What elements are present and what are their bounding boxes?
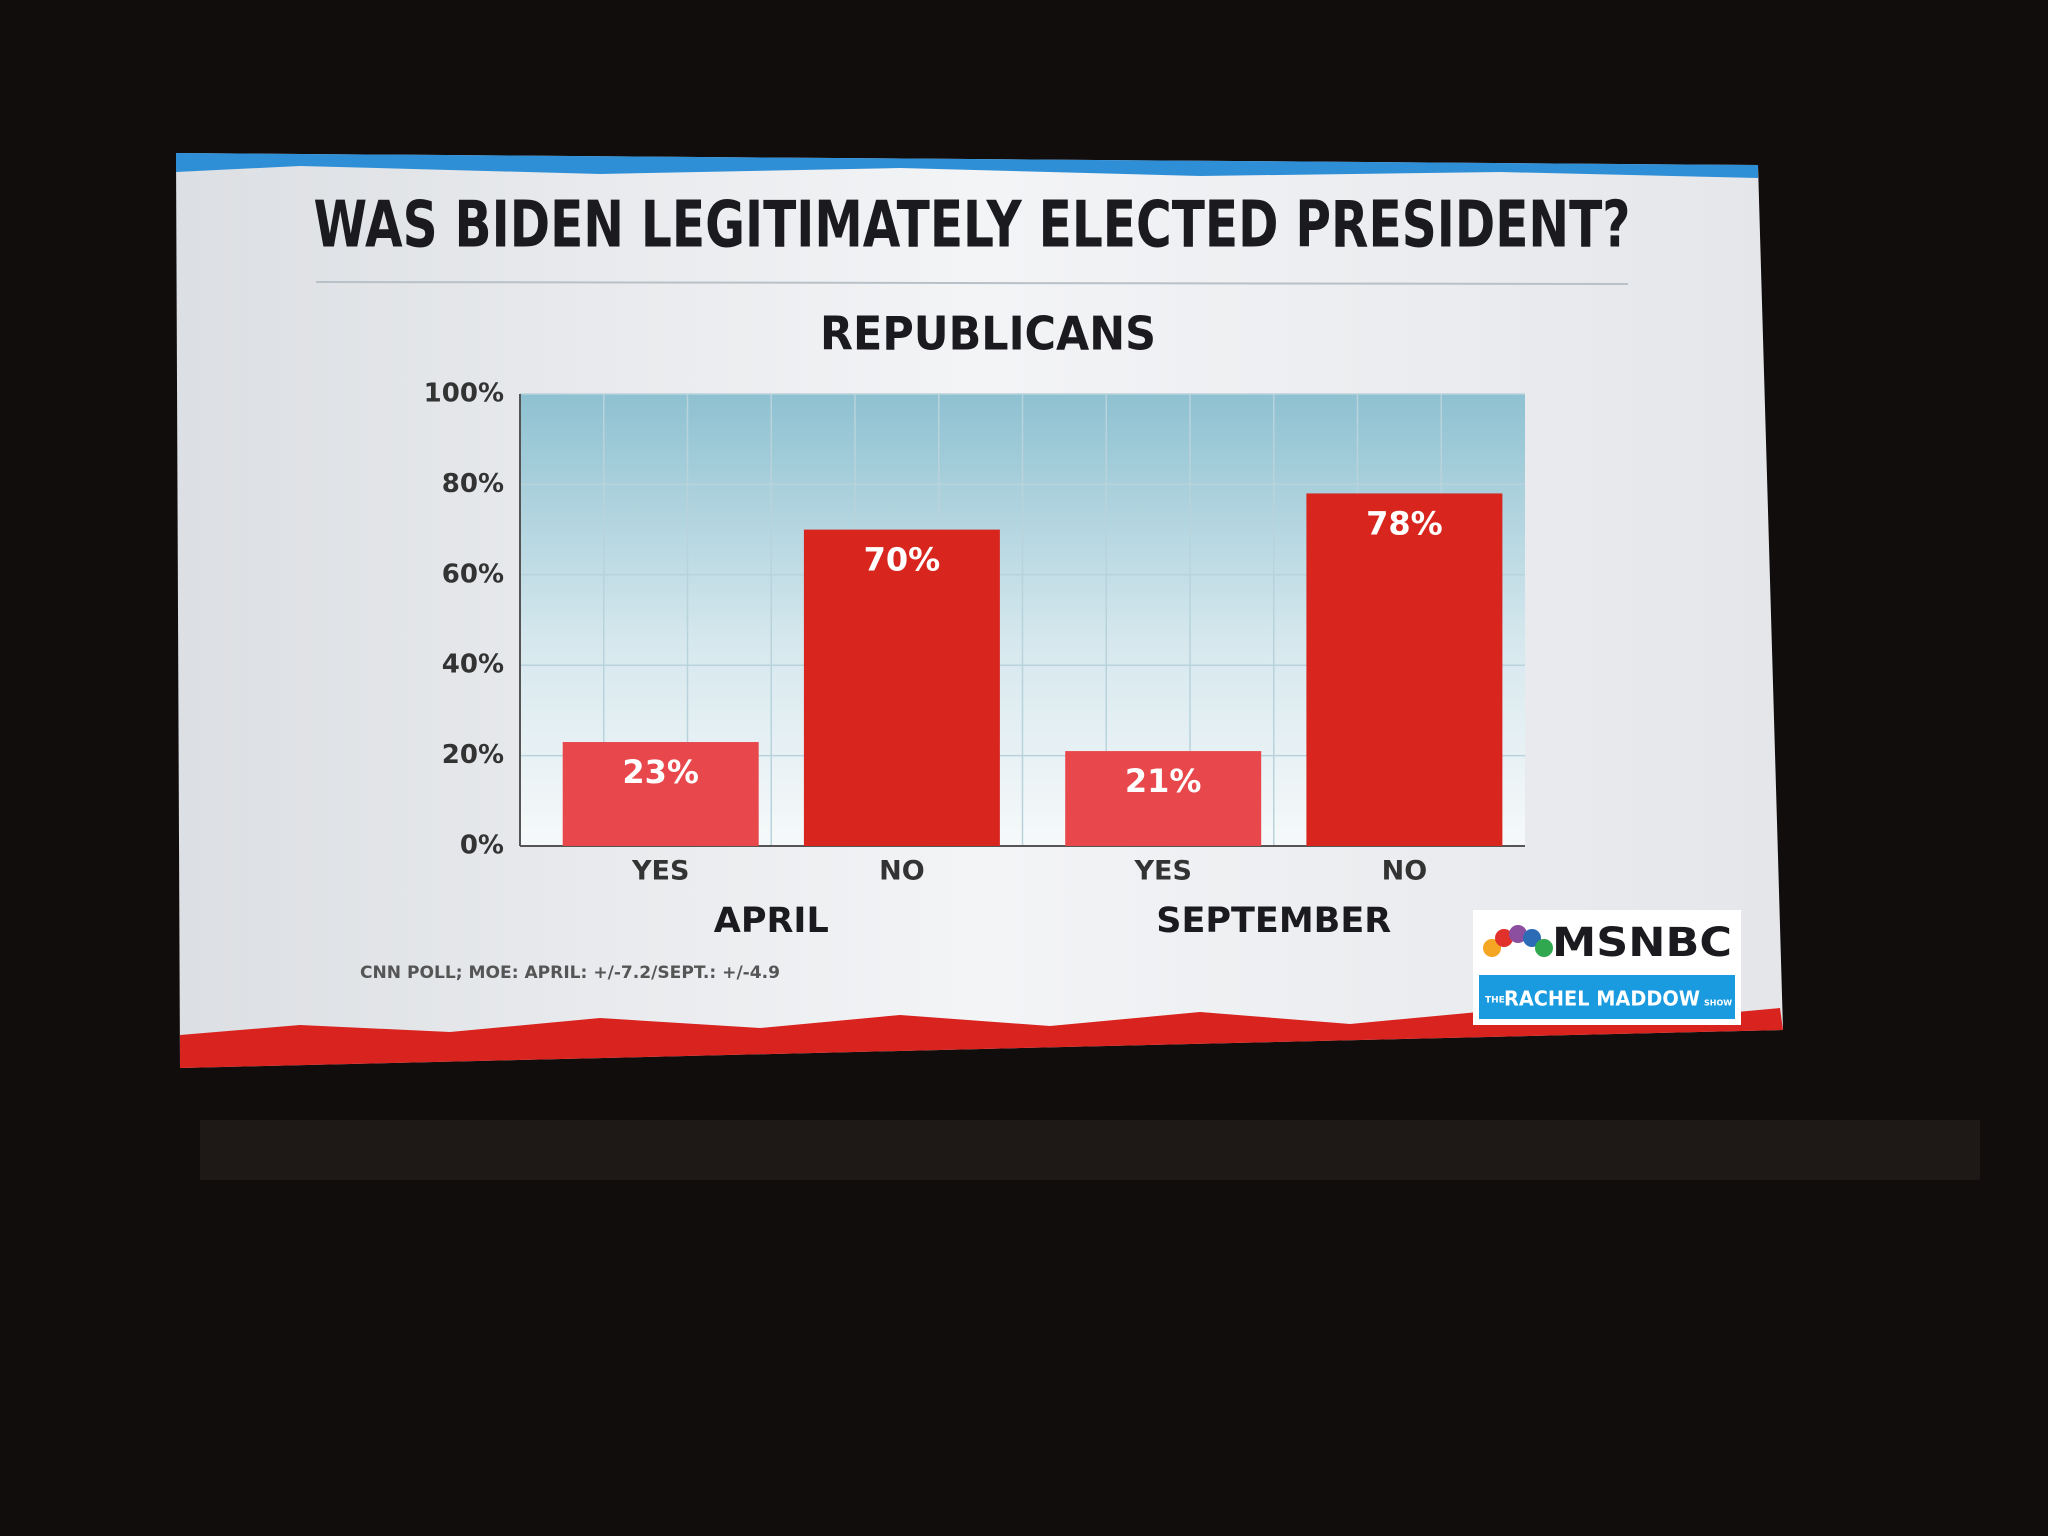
show-name: RACHEL MADDOW bbox=[1504, 987, 1700, 1011]
bottom-band bbox=[180, 1008, 1783, 1068]
y-tick-label: 40% bbox=[442, 650, 504, 680]
y-tick-label: 80% bbox=[442, 469, 504, 499]
y-tick-label: 20% bbox=[442, 740, 504, 770]
chart-subtitle: REPUBLICANS bbox=[820, 307, 1156, 361]
bar bbox=[562, 742, 759, 846]
y-tick-label: 100% bbox=[424, 379, 504, 409]
tv-stand bbox=[200, 1120, 1980, 1180]
value-label: 23% bbox=[622, 753, 699, 791]
group-label: APRIL bbox=[714, 901, 829, 941]
x-tick-label: NO bbox=[1382, 856, 1428, 887]
value-label: 78% bbox=[1366, 504, 1443, 542]
top-band bbox=[176, 153, 1758, 178]
x-tick-label: NO bbox=[879, 856, 925, 887]
source-note: CNN POLL; MOE: APRIL: +/-7.2/SEPT.: +/-4… bbox=[360, 963, 780, 983]
bar bbox=[803, 529, 1000, 846]
group-label: SEPTEMBER bbox=[1156, 901, 1391, 941]
x-tick-label: YES bbox=[1133, 856, 1191, 887]
x-tick-label: YES bbox=[631, 856, 689, 887]
value-label: 21% bbox=[1125, 762, 1202, 800]
value-label: 70% bbox=[864, 541, 941, 579]
show-prefix: THE bbox=[1485, 996, 1505, 1006]
title-rule bbox=[315, 281, 1629, 285]
y-tick-label: 60% bbox=[442, 559, 504, 589]
peacock bbox=[1483, 925, 1553, 957]
bar bbox=[1306, 493, 1503, 846]
y-tick-label: 0% bbox=[460, 831, 504, 861]
show-suffix: SHOW bbox=[1704, 999, 1732, 1008]
show-bar bbox=[1479, 975, 1735, 1019]
network-name: MSNBC bbox=[1552, 920, 1732, 966]
chart-title: WAS BIDEN LEGITIMATELY ELECTED PRESIDENT… bbox=[314, 189, 1631, 263]
logo: MSNBC THE RACHEL MADDOW SHOW bbox=[1473, 910, 1741, 1025]
bar bbox=[1065, 751, 1262, 846]
